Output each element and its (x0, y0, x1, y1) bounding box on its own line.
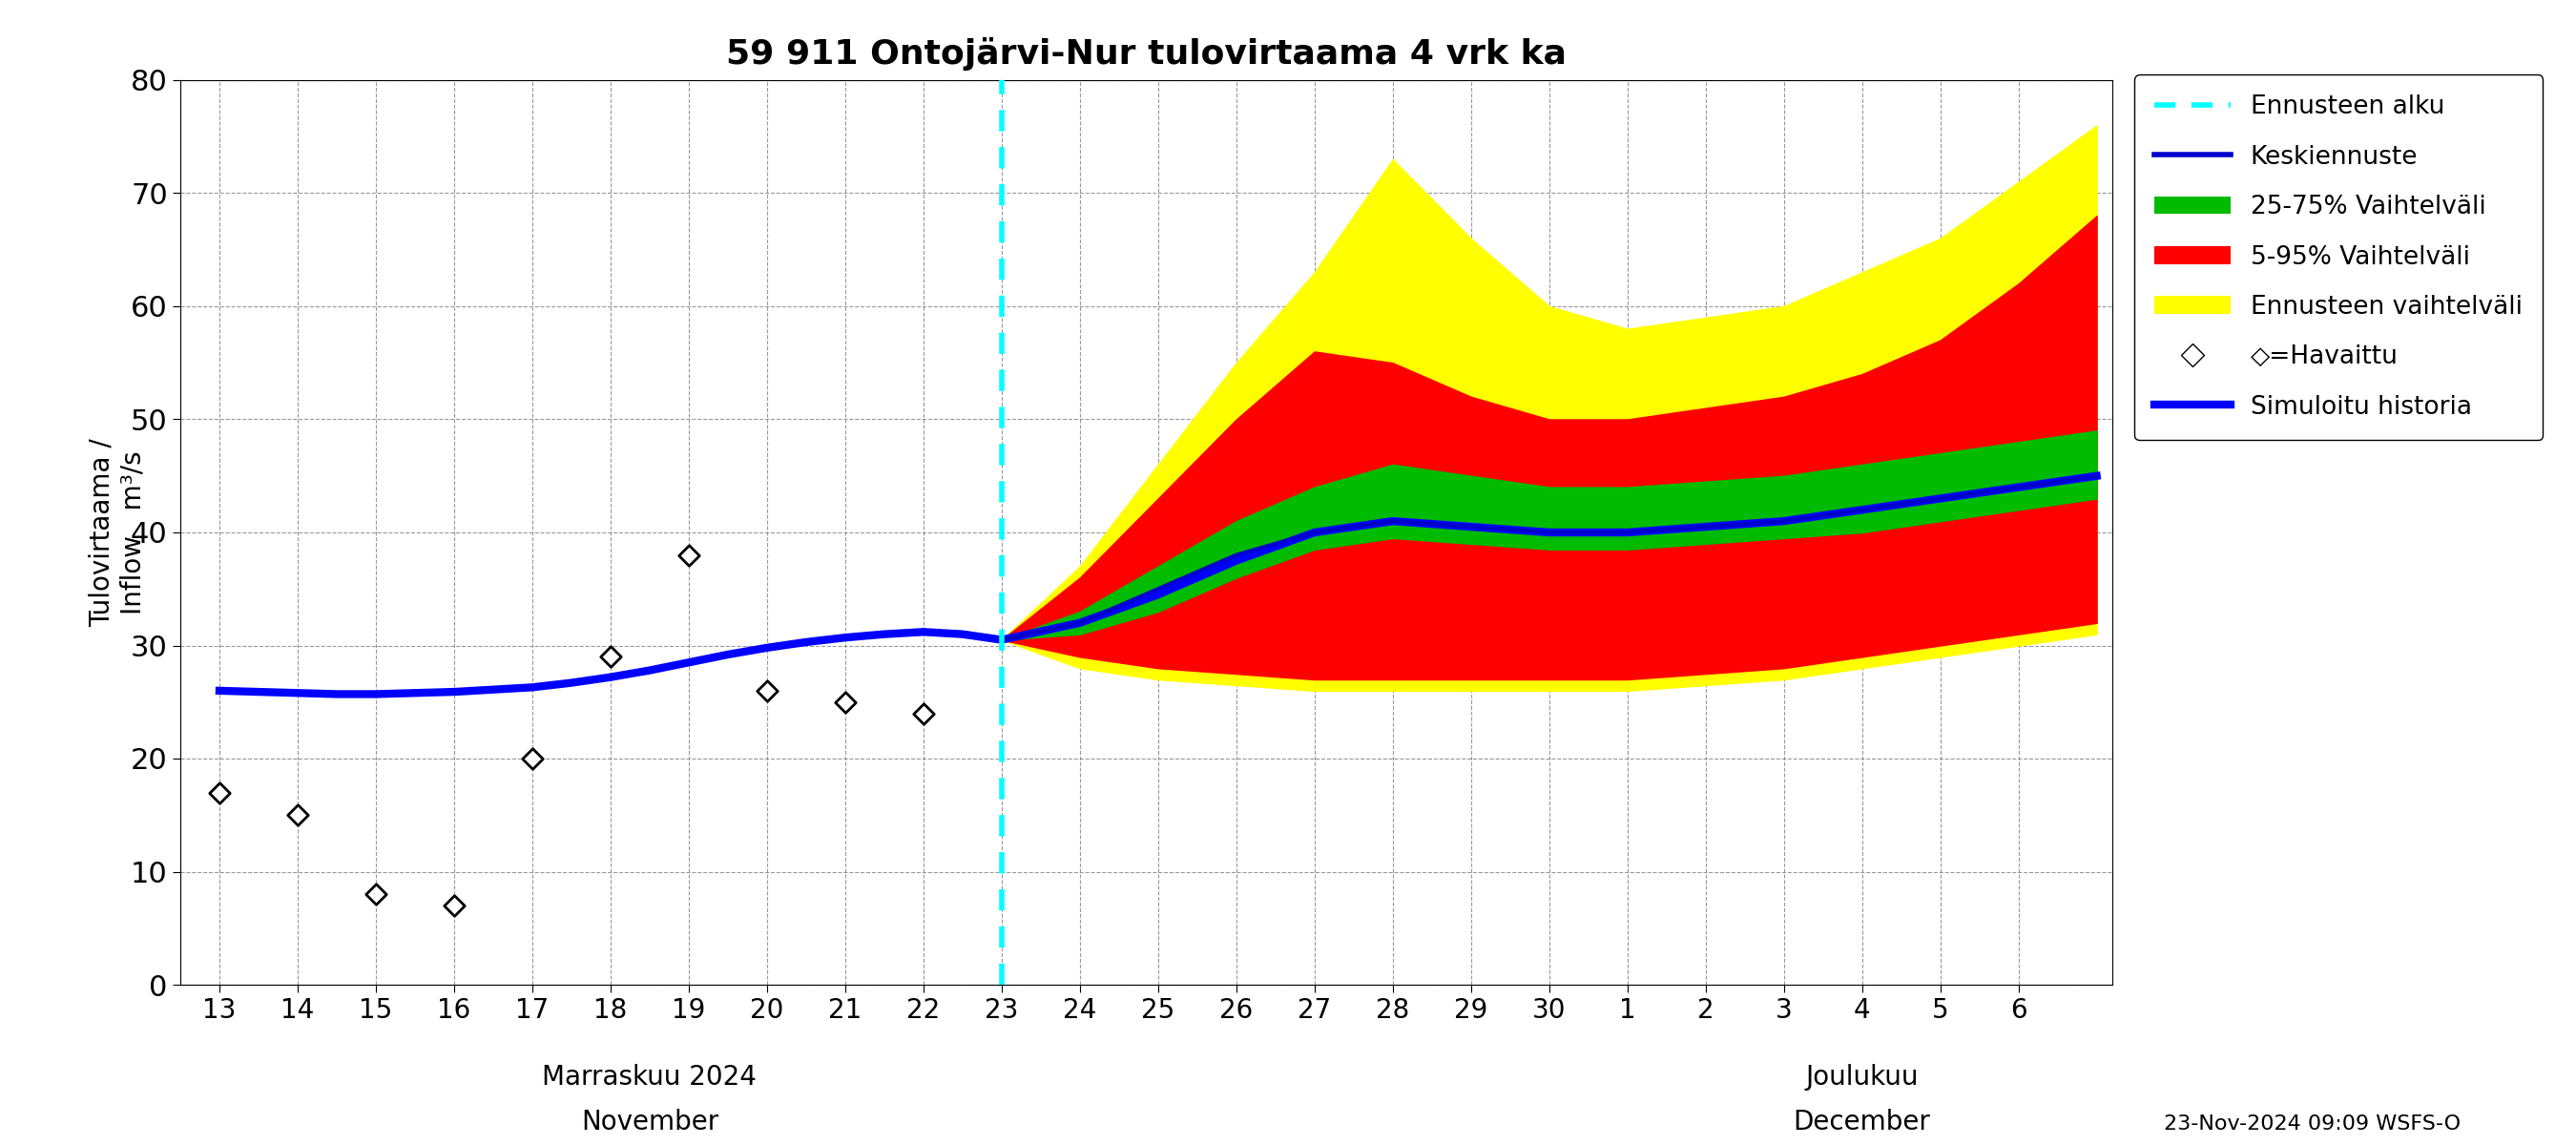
Point (355, 885, 397, 903)
Point (278, 806, 319, 824)
Title: 59 911 Ontojärvi-Nur tulovirtaama 4 vrk ka: 59 911 Ontojärvi-Nur tulovirtaama 4 vrk … (726, 38, 1566, 71)
Point (667, 546, 708, 564)
Text: Joulukuu: Joulukuu (1806, 1064, 1919, 1090)
Legend: Ennusteen alku, Keskiennuste, 25-75% Vaihtelväli, 5-95% Vaihtelväli, Ennusteen v: Ennusteen alku, Keskiennuste, 25-75% Vai… (2136, 74, 2543, 440)
Point (433, 897, 474, 915)
Point (590, 648, 631, 666)
Text: December: December (1793, 1110, 1929, 1136)
Point (513, 749, 554, 767)
Point (747, 681, 788, 700)
Point (198, 783, 240, 802)
Y-axis label: Tulovirtaama /
Inflow   m³/s: Tulovirtaama / Inflow m³/s (88, 439, 147, 626)
Point (902, 704, 943, 722)
Point (824, 693, 866, 711)
Text: 23-Nov-2024 09:09 WSFS-O: 23-Nov-2024 09:09 WSFS-O (2164, 1114, 2460, 1134)
Text: November: November (580, 1110, 719, 1136)
Text: Marraskuu 2024: Marraskuu 2024 (544, 1064, 757, 1090)
